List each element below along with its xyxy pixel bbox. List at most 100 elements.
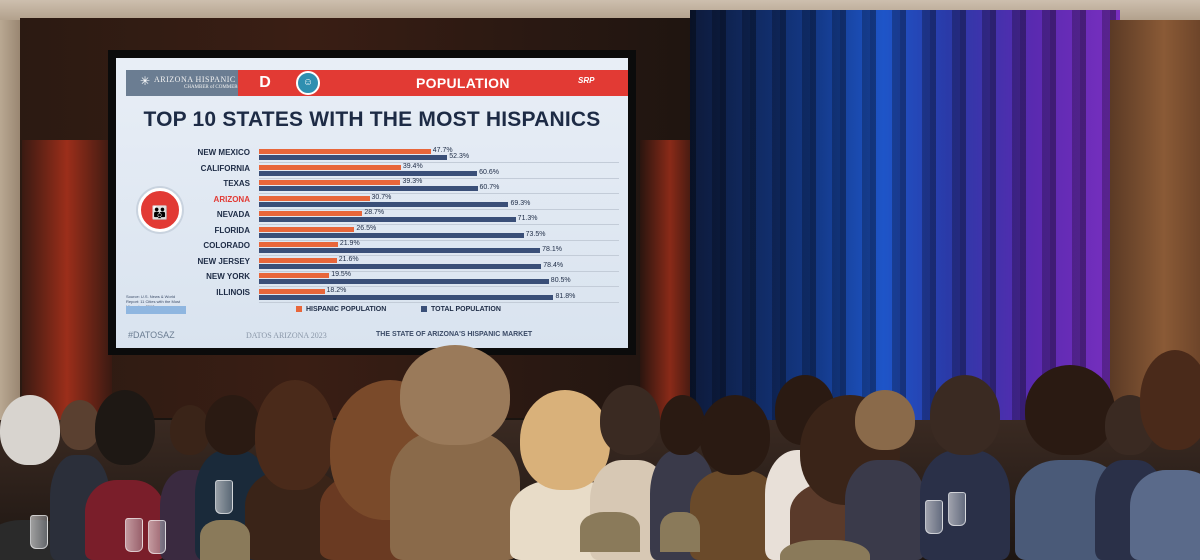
hispanic-value-label: 30.7%	[371, 193, 392, 201]
hispanic-value-label: 39.3%	[402, 178, 423, 185]
hispanic-bar	[259, 242, 338, 247]
water-glass	[215, 480, 233, 514]
star-icon: ✳	[140, 74, 151, 88]
audience-head	[400, 345, 510, 445]
state-label: NEW JERSEY	[197, 256, 250, 266]
audience-body	[1130, 470, 1200, 560]
water-glass	[925, 500, 943, 534]
audience-head	[205, 395, 260, 455]
water-glass	[30, 515, 48, 549]
org-sub: CHAMBER of COMMERCE	[184, 85, 245, 90]
audience-head	[855, 390, 915, 450]
total-bar	[259, 186, 478, 191]
audience-head	[95, 390, 155, 465]
total-bar	[259, 155, 448, 160]
legend-total: TOTAL POPULATION	[421, 306, 501, 313]
hispanic-bar	[259, 273, 330, 278]
circle-logo-icon: ☺	[296, 71, 320, 95]
water-glass	[148, 520, 166, 554]
state-label: TEXAS	[223, 179, 250, 188]
total-bar	[259, 294, 554, 300]
hispanic-value-label: 19.5%	[331, 271, 352, 278]
state-label: ILLINOIS	[216, 287, 250, 297]
total-bar	[259, 279, 549, 284]
state-label: COLORADO	[203, 241, 250, 250]
total-value-label: 69.3%	[510, 199, 531, 207]
total-value-label: 80.5%	[550, 277, 571, 284]
total-value-label: 71.3%	[517, 215, 538, 222]
state-label: ARIZONA	[213, 194, 250, 204]
total-bar	[259, 170, 478, 176]
chair	[660, 512, 700, 552]
total-value-label: 81.8%	[555, 292, 576, 300]
legend-label-total: TOTAL POPULATION	[431, 306, 501, 313]
total-bar	[259, 217, 516, 222]
total-value-label: 52.3%	[449, 153, 470, 160]
state-label: NEW MEXICO	[197, 148, 250, 157]
hispanic-bar	[259, 211, 363, 216]
audience-head	[1025, 365, 1115, 455]
audience-head	[170, 405, 210, 455]
hispanic-bar	[259, 164, 401, 170]
red-drape-left	[22, 140, 112, 420]
hispanic-value-label: 18.2%	[326, 286, 347, 294]
audience-head	[520, 390, 610, 490]
section-title: POPULATION	[416, 75, 510, 91]
total-value-label: 78.4%	[543, 261, 564, 269]
hispanic-value-label: 39.4%	[402, 162, 423, 170]
audience-body	[390, 430, 520, 560]
row-divider	[259, 286, 619, 287]
sponsor-logo: SRP	[578, 76, 595, 85]
hispanic-value-label: 26.5%	[356, 224, 377, 232]
audience-head	[930, 375, 1000, 455]
legend-hispanic: HISPANIC POPULATION	[296, 306, 386, 313]
chair	[780, 540, 870, 560]
state-label: NEVADA	[216, 210, 250, 219]
slide-footer: #DATOSAZ DATOS ARIZONA 2023 THE STATE OF…	[116, 326, 628, 348]
chair	[200, 520, 250, 560]
hispanic-bar	[259, 149, 431, 154]
row-divider	[259, 208, 619, 210]
datos-logo-icon: D	[254, 72, 276, 94]
slide-title: TOP 10 STATES WITH THE MOST HISPANICS	[143, 108, 601, 131]
row-divider	[259, 255, 619, 256]
total-bar	[259, 263, 542, 269]
row-divider	[259, 177, 619, 179]
audience-head	[660, 395, 705, 455]
row-divider	[259, 301, 619, 303]
event-name: DATOS ARIZONA 2023	[246, 331, 327, 340]
legend-swatch-hispanic	[296, 306, 302, 313]
audience-head	[255, 380, 335, 490]
hispanic-value-label: 21.9%	[339, 240, 360, 247]
water-glass	[948, 492, 966, 526]
hispanic-bar	[259, 180, 401, 185]
row-divider	[259, 193, 619, 194]
hispanic-bar	[259, 257, 337, 263]
audience-head	[600, 385, 660, 455]
hispanic-value-label: 47.7%	[432, 147, 453, 154]
row-divider	[259, 270, 619, 272]
audience-head	[60, 400, 100, 450]
row-divider	[259, 162, 619, 163]
state-label: FLORIDA	[214, 225, 250, 235]
source-highlight	[126, 306, 186, 314]
audience-head	[0, 395, 60, 465]
hispanic-value-label: 21.6%	[338, 255, 359, 263]
state-label: CALIFORNIA	[200, 163, 250, 173]
blue-purple-curtain	[690, 10, 1120, 440]
hispanic-bar	[259, 195, 370, 201]
chair	[580, 512, 640, 552]
event-subtitle: THE STATE OF ARIZONA'S HISPANIC MARKET	[376, 331, 533, 338]
legend-label-hispanic: HISPANIC POPULATION	[306, 306, 387, 313]
total-bar	[259, 201, 509, 207]
hashtag: #DATOSAZ	[128, 330, 175, 340]
total-bar	[259, 232, 524, 238]
slide-header: ✳ ARIZONA HISPANIC CHAMBER of COMMERCE D…	[116, 70, 628, 96]
total-value-label: 60.6%	[479, 168, 500, 176]
row-divider	[259, 239, 619, 241]
people-icon: 👪	[138, 188, 182, 232]
legend-swatch-total	[421, 306, 427, 313]
total-value-label: 60.7%	[479, 184, 500, 191]
total-value-label: 78.1%	[542, 246, 563, 253]
